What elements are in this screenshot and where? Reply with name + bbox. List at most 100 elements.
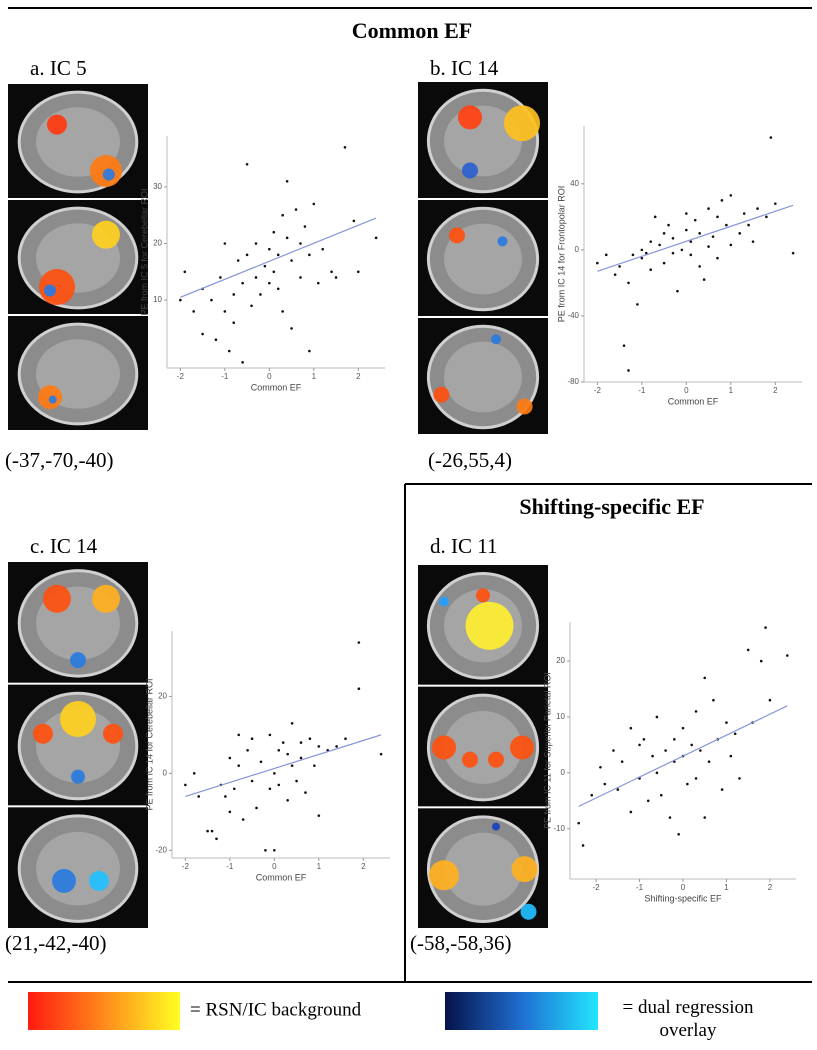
panel-title: c. IC 14 bbox=[30, 534, 98, 558]
x-tick-label: -2 bbox=[593, 883, 601, 892]
data-point bbox=[236, 259, 240, 262]
data-point bbox=[791, 251, 795, 255]
data-point bbox=[627, 369, 630, 372]
data-point bbox=[685, 228, 688, 232]
data-point bbox=[232, 787, 236, 791]
fit-line bbox=[180, 217, 377, 298]
y-axis-label: PE from IC 14 for Frontopolar ROI bbox=[556, 186, 566, 323]
data-point bbox=[707, 207, 710, 210]
activation-blob bbox=[465, 601, 514, 650]
legend-label: = dual regression overlay bbox=[622, 997, 754, 1041]
data-point bbox=[335, 745, 338, 748]
data-point bbox=[290, 327, 293, 330]
data-point bbox=[774, 202, 777, 205]
data-point bbox=[707, 760, 711, 763]
data-point bbox=[255, 806, 258, 810]
data-point bbox=[290, 722, 294, 725]
data-point bbox=[729, 243, 733, 247]
data-point bbox=[286, 798, 289, 802]
data-point bbox=[352, 219, 356, 223]
activation-blob bbox=[492, 822, 500, 831]
data-point bbox=[640, 256, 644, 260]
data-point bbox=[686, 782, 689, 786]
coordinate-label: (-58,-58,36) bbox=[410, 931, 511, 955]
data-point bbox=[330, 270, 333, 274]
activation-blob bbox=[89, 870, 109, 891]
activation-blob bbox=[520, 903, 537, 920]
fit-line bbox=[578, 705, 788, 807]
x-tick-label: 1 bbox=[312, 372, 317, 381]
data-point bbox=[313, 764, 316, 767]
activation-blob bbox=[516, 398, 533, 415]
brain-tissue bbox=[444, 341, 522, 413]
x-tick-label: 2 bbox=[361, 862, 366, 871]
data-point bbox=[281, 213, 284, 217]
data-point bbox=[254, 242, 258, 245]
data-point bbox=[312, 202, 316, 206]
activation-blob bbox=[92, 220, 120, 249]
data-point bbox=[277, 748, 281, 752]
data-point bbox=[590, 793, 594, 797]
legend-label: = RSN/IC background bbox=[190, 999, 362, 1020]
data-point bbox=[596, 261, 599, 265]
data-point bbox=[290, 259, 293, 262]
data-point bbox=[694, 710, 698, 713]
data-point bbox=[689, 240, 693, 243]
data-point bbox=[250, 779, 254, 783]
data-point bbox=[716, 256, 719, 260]
x-axis-label: Shifting-specific EF bbox=[644, 893, 722, 903]
data-point bbox=[241, 818, 245, 821]
data-point bbox=[197, 795, 200, 798]
activation-blob bbox=[70, 652, 86, 669]
data-point bbox=[629, 726, 633, 730]
y-axis-label: PE from IC 11 for Superior Parietal ROI bbox=[542, 672, 552, 829]
data-point bbox=[237, 733, 241, 737]
x-tick-label: -2 bbox=[177, 372, 185, 381]
data-point bbox=[631, 253, 635, 257]
data-point bbox=[655, 715, 659, 719]
y-tick-label: 0 bbox=[163, 768, 168, 777]
data-point bbox=[698, 232, 701, 235]
data-point bbox=[769, 136, 773, 139]
x-axis-label: Common EF bbox=[256, 872, 307, 882]
section-title: Shifting-specific EF bbox=[519, 494, 704, 519]
x-axis-label: Common EF bbox=[251, 382, 302, 392]
activation-blob bbox=[449, 227, 465, 244]
data-point bbox=[214, 338, 218, 342]
data-point bbox=[304, 791, 307, 794]
brain-tissue bbox=[36, 709, 120, 783]
data-point bbox=[273, 849, 276, 852]
data-point bbox=[299, 276, 302, 279]
y-tick-label: -10 bbox=[553, 824, 565, 833]
data-point bbox=[245, 162, 249, 166]
activation-blob bbox=[510, 735, 534, 760]
activation-blob bbox=[60, 701, 96, 738]
data-point bbox=[642, 738, 646, 741]
data-point bbox=[673, 738, 676, 741]
data-point bbox=[733, 732, 737, 736]
data-point bbox=[729, 194, 733, 197]
activation-blob bbox=[429, 860, 459, 891]
data-point bbox=[285, 179, 289, 183]
data-point bbox=[662, 232, 666, 235]
activation-blob bbox=[71, 769, 85, 784]
activation-blob bbox=[43, 584, 71, 613]
data-point bbox=[379, 752, 383, 756]
data-point bbox=[618, 265, 621, 268]
brain-tissue bbox=[444, 711, 522, 784]
data-point bbox=[259, 760, 263, 764]
x-tick-label: 2 bbox=[768, 883, 773, 892]
data-point bbox=[738, 777, 741, 780]
data-point bbox=[272, 230, 276, 234]
activation-blob bbox=[488, 751, 504, 768]
data-point bbox=[729, 754, 733, 758]
data-point bbox=[277, 783, 281, 787]
data-point bbox=[651, 754, 654, 758]
data-point bbox=[299, 756, 303, 760]
data-point bbox=[725, 223, 728, 227]
y-axis-label: PE from IC 5 for Cerebellar ROI bbox=[139, 188, 149, 315]
activation-blob bbox=[462, 162, 478, 179]
activation-blob bbox=[504, 105, 540, 142]
data-point bbox=[263, 264, 267, 268]
